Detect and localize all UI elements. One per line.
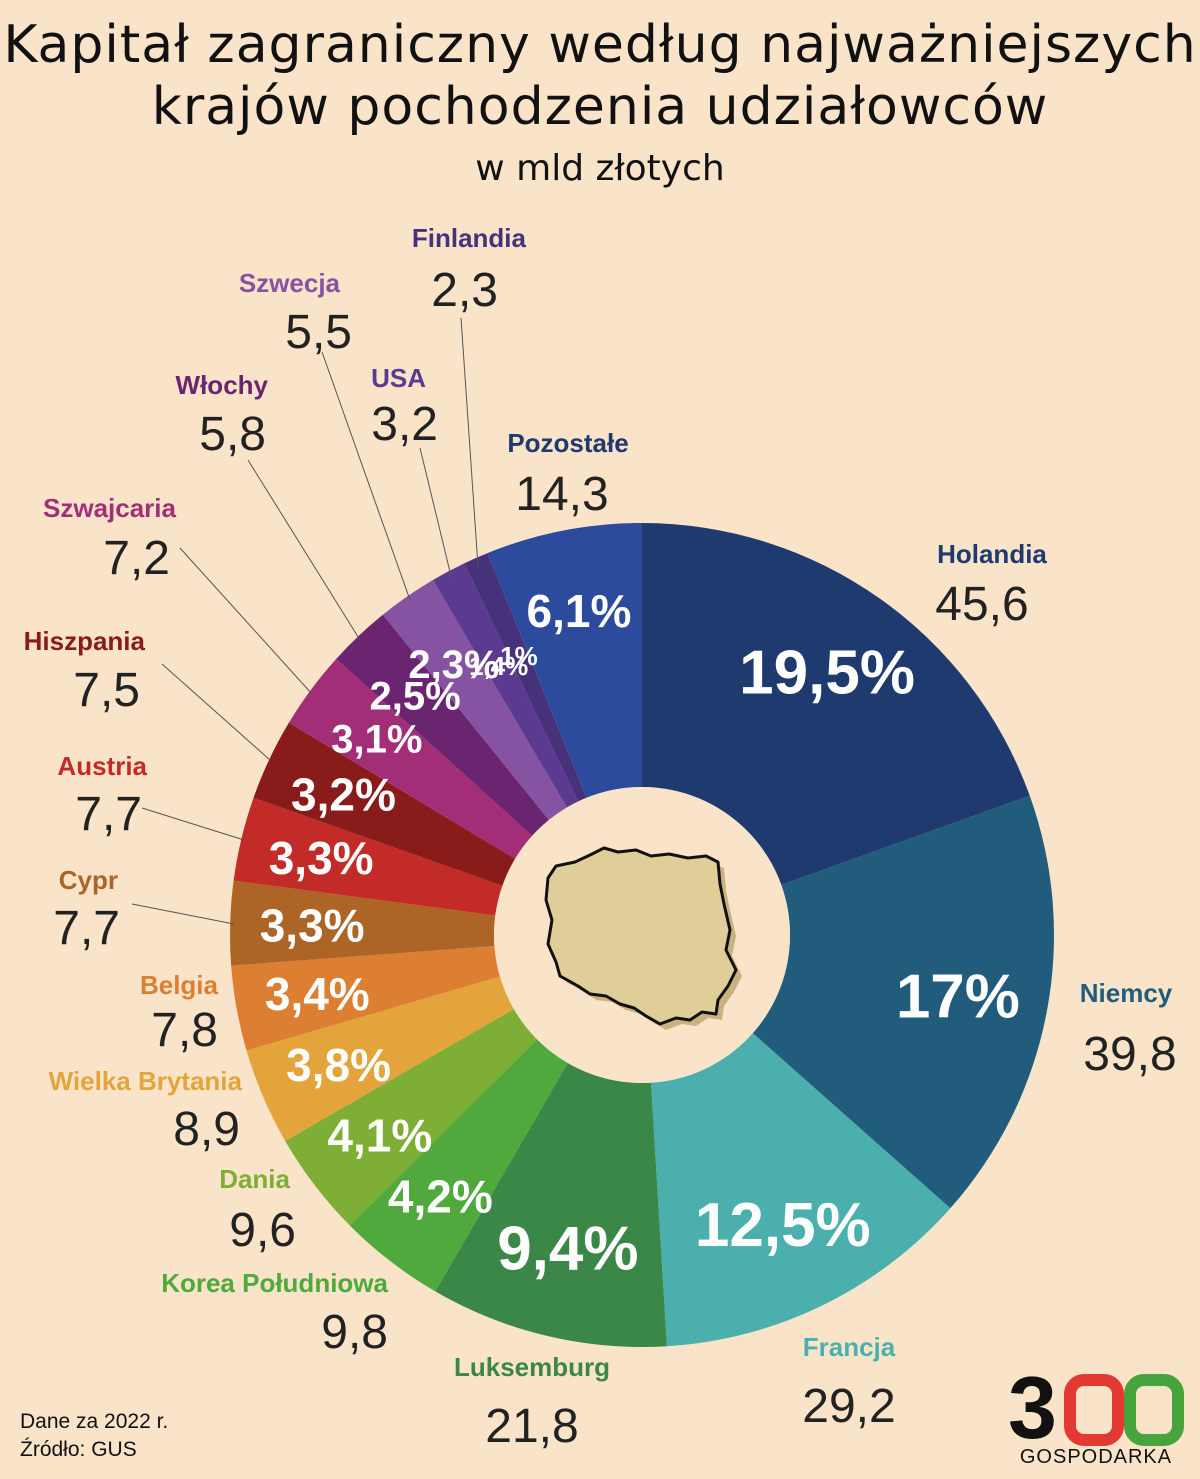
country-name-label: Holandia [937, 539, 1047, 569]
country-name-label: Finlandia [412, 223, 527, 253]
slice-luksemburg [435, 1063, 667, 1347]
country-name-label: Wielka Brytania [49, 1066, 243, 1096]
percent-labels: 19,5% 17% 12,5% 9,4%4,2% 4,1% 3,8% 3,4% 3,3% 3,3… [260, 585, 1020, 1284]
country-name-label: Niemcy [1080, 978, 1173, 1008]
value-label: 7,5 [73, 664, 140, 717]
percent-label: 2,5% [370, 674, 461, 718]
slice-pozostale [487, 523, 642, 798]
value-label: 14,3 [515, 468, 608, 521]
country-name-label: Austria [57, 751, 147, 781]
title-line-1: Kapitał zagraniczny według najważniejszy… [3, 15, 1197, 75]
percent-label: 2,3% [408, 643, 499, 687]
leader-lines [131, 317, 479, 925]
slice-niemcy [752, 795, 1055, 1209]
country-name-label: USA [371, 363, 426, 393]
country-name-label: Pozostałe [507, 428, 628, 458]
country-name-label: Szwecja [239, 268, 341, 298]
value-label: 8,9 [173, 1103, 240, 1156]
percent-label: 9,4% [497, 1215, 638, 1284]
slice-finlandia [464, 553, 587, 802]
country-name-label: Włochy [176, 370, 269, 400]
donut-slices [230, 523, 1055, 1347]
chart-title: Kapitał zagraniczny według najważniejszy… [0, 14, 1200, 138]
leader-line [141, 807, 245, 841]
data-year-note: Dane za 2022 r. [20, 1410, 169, 1433]
slice-wielka-brytania [246, 976, 514, 1141]
percent-label: 3,8% [286, 1039, 391, 1091]
percent-label: 4,2% [388, 1170, 493, 1222]
percent-label: 3,3% [269, 832, 374, 884]
value-label: 21,8 [485, 1400, 578, 1453]
leader-line [419, 447, 453, 581]
value-label: 2,3 [431, 264, 498, 317]
poland-map-icon [544, 846, 742, 1030]
country-name-label: Cypr [59, 865, 118, 895]
slice-belgia [231, 946, 500, 1051]
value-label: 9,6 [229, 1204, 296, 1257]
percent-label: 1,4% [469, 651, 528, 681]
leader-line [179, 547, 313, 695]
value-label: 7,7 [53, 902, 120, 955]
slice-holandia [642, 523, 1030, 885]
slice-szwajcaria [288, 658, 533, 859]
chart-subtitle: w mld złotych [475, 148, 725, 189]
country-name-label: Hiszpania [24, 626, 146, 656]
percent-label: 17% [896, 963, 1020, 1032]
percent-label: 3,4% [265, 968, 370, 1020]
value-label: 45,6 [935, 578, 1028, 631]
leader-line [161, 663, 271, 761]
percent-label: 1% [500, 641, 538, 671]
value-label: 7,7 [75, 788, 142, 841]
logo-three-digit: 3 [1008, 1370, 1057, 1448]
country-name-label: Dania [219, 1164, 290, 1194]
slice-hiszpania [253, 722, 516, 886]
leader-line [131, 903, 235, 925]
slice-usa [432, 563, 579, 808]
value-label: 3,2 [371, 398, 438, 451]
percent-label: 3,2% [291, 768, 396, 820]
value-label: 29,2 [802, 1380, 895, 1433]
country-name-label: Belgia [140, 970, 219, 1000]
percent-label: 6,1% [527, 585, 632, 637]
slice-korea-poludniowa [349, 1039, 568, 1292]
leader-line [460, 317, 479, 567]
logo-zero-green [1124, 1374, 1184, 1446]
country-name-label: Luksemburg [454, 1352, 610, 1382]
percent-label: 4,1% [327, 1110, 432, 1162]
slice-cypr [230, 880, 496, 966]
country-name-label: Francja [803, 1332, 896, 1362]
value-label: 7,8 [151, 1004, 218, 1057]
value-label: 39,8 [1083, 1028, 1176, 1081]
logo: 3 GOSPODARKA [1008, 1358, 1184, 1470]
slice-dania [285, 1009, 537, 1226]
slice-szwecja [382, 580, 567, 820]
country-name-label: Korea Południowa [161, 1268, 388, 1298]
logo-text: GOSPODARKA [1019, 1446, 1173, 1468]
leader-line [247, 459, 361, 641]
country-labels: Holandia45,6Niemcy39,8Francja29,2Luksemb… [24, 223, 1177, 1453]
logo-zero-red [1064, 1374, 1124, 1446]
title-line-2: krajów pochodzenia udziałowców [151, 77, 1049, 137]
value-label: 7,2 [103, 532, 170, 585]
percent-label: 3,1% [331, 717, 422, 761]
country-name-label: Szwajcaria [43, 493, 177, 523]
value-label: 9,8 [321, 1306, 388, 1359]
percent-label: 12,5% [695, 1191, 871, 1260]
slice-austria [233, 797, 503, 916]
value-label: 5,8 [199, 408, 266, 461]
percent-label: 19,5% [739, 639, 915, 708]
value-label: 5,5 [285, 306, 352, 359]
percent-label: 3,3% [260, 900, 365, 952]
slice-wlochy [336, 614, 549, 836]
leader-line [321, 351, 411, 601]
source-text: Źródło: GUS [20, 1438, 137, 1461]
slice-francja [650, 1033, 951, 1347]
logo-mark: 3 [1008, 1358, 1184, 1457]
source-note: Dane za 2022 r. Źródło: GUS [20, 1408, 168, 1464]
